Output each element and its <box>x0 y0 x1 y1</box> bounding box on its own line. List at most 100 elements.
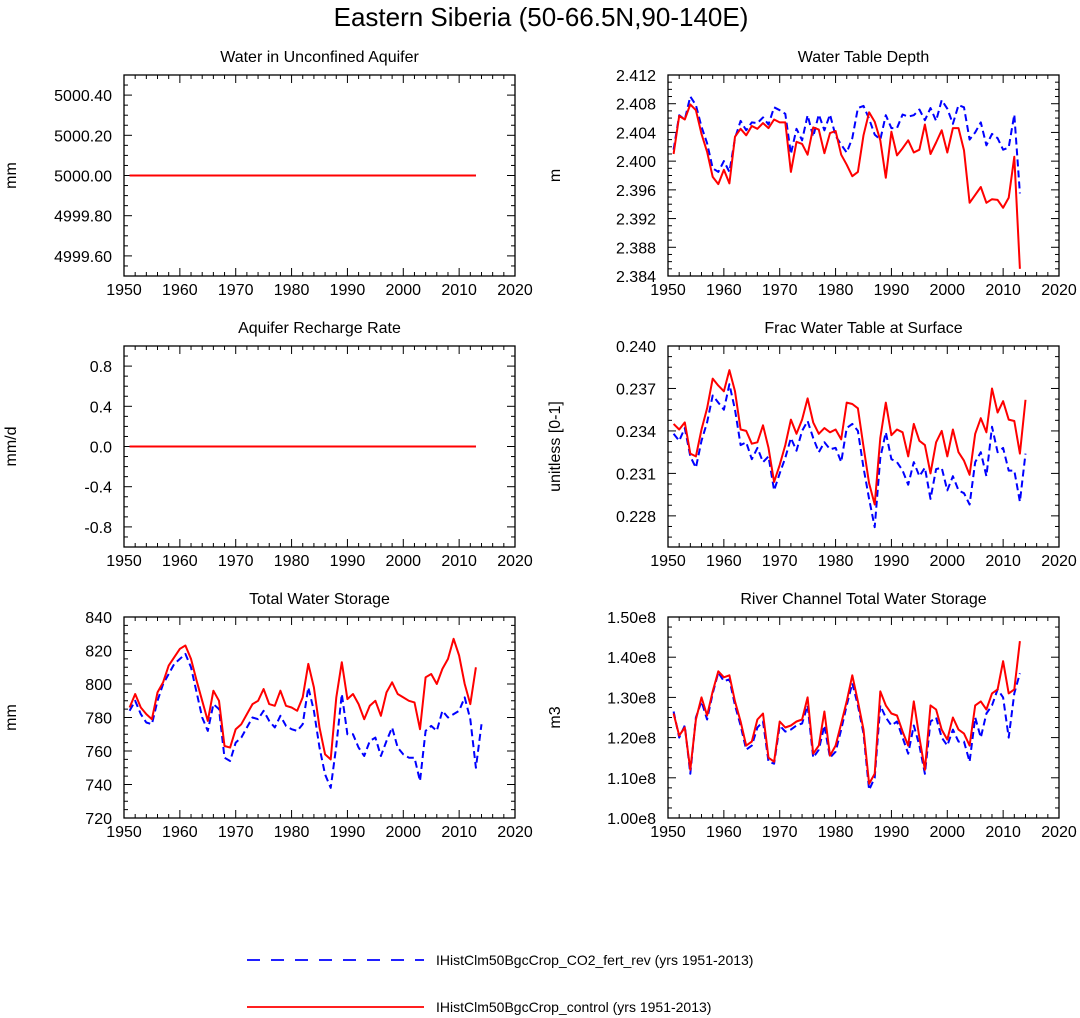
y-tick-label: 780 <box>85 711 112 728</box>
x-tick-label: 1990 <box>874 282 910 299</box>
x-tick-label: 1970 <box>762 553 798 570</box>
x-tick-label: 1970 <box>762 282 798 299</box>
x-tick-label: 1960 <box>162 282 198 299</box>
y-tick-label: 0.4 <box>90 399 112 416</box>
x-tick-label: 2000 <box>385 553 421 570</box>
plot-frame <box>123 345 516 548</box>
x-tick-label: 2020 <box>1041 553 1077 570</box>
y-tick-label: 4999.80 <box>54 209 112 226</box>
y-axis-label: unitless [0-1] <box>547 401 564 492</box>
x-tick-label: 1960 <box>706 824 742 841</box>
legend-label-control: IHistClm50BgcCrop_control (yrs 1951-2013… <box>436 999 711 1015</box>
x-tick-label: 2000 <box>929 282 965 299</box>
plot-frame <box>667 345 1060 548</box>
x-tick-label: 2020 <box>1041 824 1077 841</box>
x-tick-label: 1980 <box>818 824 854 841</box>
y-tick-label: 1.20e8 <box>607 731 656 748</box>
figure-title: Eastern Siberia (50-66.5N,90-140E) <box>334 2 749 32</box>
x-tick-label: 1950 <box>106 824 142 841</box>
y-tick-label: 4999.60 <box>54 249 112 266</box>
y-tick-label: 0.237 <box>616 381 656 398</box>
chart-panel-2: Water Table Depth m 1950 1960 1970 1980 1990 20… <box>547 49 1077 299</box>
x-tick-label: 2000 <box>929 824 965 841</box>
x-tick-label: 1990 <box>330 282 366 299</box>
x-tick-label: 1980 <box>818 282 854 299</box>
y-tick-label: 2.388 <box>616 240 656 257</box>
chart-panel-3: Aquifer Recharge Rate mm/d 1950 1960 1970 198… <box>3 320 533 570</box>
y-axis-label: m <box>547 169 564 182</box>
y-tick-label: 5000.00 <box>54 169 112 186</box>
y-tick-label: 1.30e8 <box>607 690 656 707</box>
x-tick-label: 2020 <box>497 282 533 299</box>
plot-frame <box>667 74 1060 277</box>
y-tick-label: 800 <box>85 677 112 694</box>
x-tick-label: 2010 <box>441 553 477 570</box>
x-tick-label: 1980 <box>274 824 310 841</box>
chart-panel-4: Frac Water Table at Surface unitless [0-1… <box>547 320 1077 570</box>
x-tick-label: 2020 <box>497 824 533 841</box>
x-tick-label: 1960 <box>706 553 742 570</box>
y-tick-label: 0.8 <box>90 359 112 376</box>
y-tick-label: 0.0 <box>90 440 112 457</box>
plot-frame <box>123 616 516 819</box>
y-tick-label: 2.400 <box>616 154 656 171</box>
y-tick-label: 0.234 <box>616 424 656 441</box>
y-tick-label: 5000.40 <box>54 88 112 105</box>
x-tick-label: 2020 <box>497 553 533 570</box>
panel-title: Frac Water Table at Surface <box>764 320 962 337</box>
x-tick-label: 2010 <box>985 824 1021 841</box>
chart-panel-5: Total Water Storage mm 1950 1960 1970 1980 199… <box>3 591 533 841</box>
y-tick-label: 2.404 <box>616 125 656 142</box>
x-tick-label: 1990 <box>874 553 910 570</box>
panel-title: Total Water Storage <box>249 591 390 608</box>
y-tick-label: 2.392 <box>616 212 656 229</box>
series-co2-fert-rev-line <box>672 383 1027 529</box>
x-tick-label: 1970 <box>218 282 254 299</box>
y-tick-label: 1.00e8 <box>607 811 656 828</box>
chart-panel-1: Water in Unconfined Aquifer mm 1950 1960 197… <box>3 49 533 299</box>
series-control-line <box>672 640 1021 785</box>
plot-frame <box>667 616 1060 819</box>
y-tick-label: 2.384 <box>616 269 656 286</box>
y-tick-label: 0.228 <box>616 509 656 526</box>
x-tick-label: 2020 <box>1041 282 1077 299</box>
y-tick-label: 1.50e8 <box>607 610 656 627</box>
y-tick-label: 1.10e8 <box>607 771 656 788</box>
x-tick-label: 1960 <box>162 824 198 841</box>
panel-title: Water Table Depth <box>798 49 930 66</box>
x-tick-label: 1990 <box>874 824 910 841</box>
plot-frame <box>123 74 516 277</box>
series-control-line <box>672 369 1027 506</box>
panel-title: River Channel Total Water Storage <box>740 591 986 608</box>
x-tick-label: 1960 <box>706 282 742 299</box>
x-tick-label: 1970 <box>762 824 798 841</box>
y-tick-label: 5000.20 <box>54 128 112 145</box>
y-tick-label: -0.8 <box>84 520 112 537</box>
x-tick-label: 1950 <box>650 282 686 299</box>
x-tick-label: 2010 <box>441 824 477 841</box>
series-co2-fert-rev-line <box>672 671 1021 791</box>
legend: IHistClm50BgcCrop_CO2_fert_rev (yrs 1951… <box>247 952 753 1015</box>
y-tick-label: -0.4 <box>84 480 112 497</box>
series-control-line <box>672 103 1021 269</box>
x-tick-label: 2000 <box>385 824 421 841</box>
x-tick-label: 2010 <box>985 553 1021 570</box>
x-tick-label: 1950 <box>650 824 686 841</box>
y-axis-label: mm <box>3 162 20 189</box>
x-tick-label: 2000 <box>385 282 421 299</box>
y-tick-label: 0.240 <box>616 339 656 356</box>
series-co2-fert-rev-line <box>672 95 1021 194</box>
y-tick-label: 2.408 <box>616 97 656 114</box>
y-tick-label: 0.231 <box>616 466 656 483</box>
x-tick-label: 1990 <box>330 553 366 570</box>
legend-label-co2-fert-rev: IHistClm50BgcCrop_CO2_fert_rev (yrs 1951… <box>436 952 753 968</box>
y-tick-label: 840 <box>85 610 112 627</box>
y-axis-label: m3 <box>547 706 564 728</box>
x-tick-label: 1980 <box>274 282 310 299</box>
y-axis-label: mm/d <box>3 427 20 467</box>
x-tick-label: 1970 <box>218 824 254 841</box>
y-tick-label: 720 <box>85 811 112 828</box>
y-tick-label: 1.40e8 <box>607 650 656 667</box>
